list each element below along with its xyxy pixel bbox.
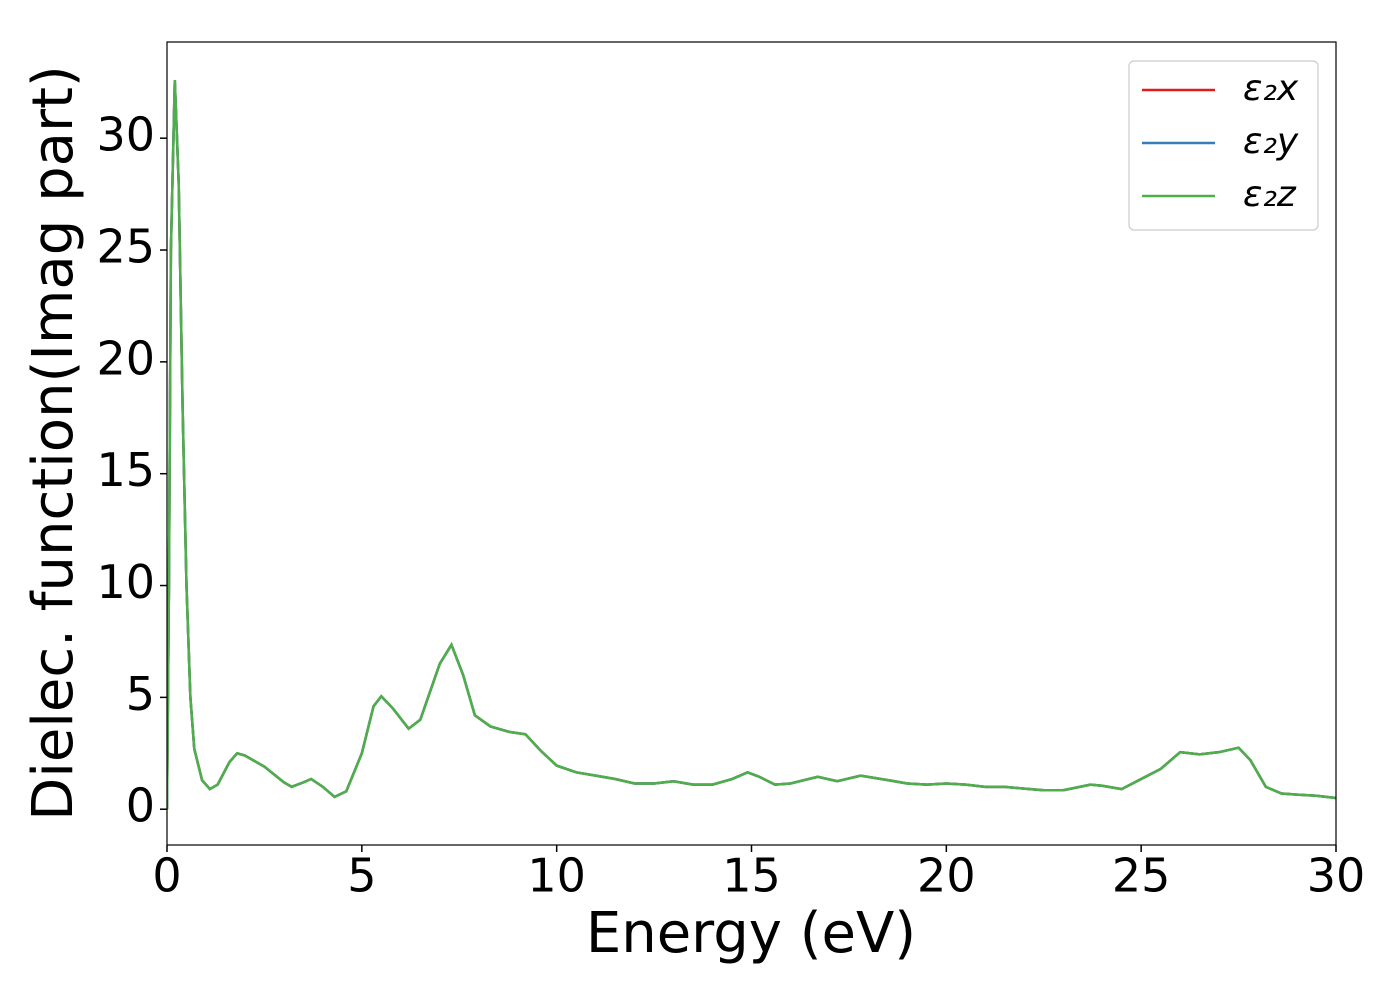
y-tick-label: 5 (126, 667, 155, 721)
legend-label: ε₂x (1243, 68, 1299, 109)
x-tick-label: 0 (152, 849, 181, 903)
x-tick-label: 10 (527, 849, 586, 903)
x-tick-label: 15 (722, 849, 781, 903)
y-tick-label: 0 (126, 779, 155, 833)
x-tick-label: 25 (1112, 849, 1171, 903)
legend-box (1128, 60, 1319, 231)
data-line (167, 79, 1336, 810)
x-tick-label: 5 (347, 849, 376, 903)
y-tick-label: 25 (96, 220, 155, 274)
legend-label: ε₂z (1243, 174, 1297, 215)
legend-label: ε₂y (1243, 121, 1299, 162)
y-tick-label: 30 (96, 108, 155, 162)
x-axis-label: Energy (eV) (586, 901, 916, 966)
y-tick-label: 20 (96, 331, 155, 385)
y-axis-label: Dielec. function(Imag part) (21, 65, 86, 821)
x-tick-label: 30 (1307, 849, 1366, 903)
y-tick-label: 10 (96, 555, 155, 609)
plot-frame (166, 41, 1337, 846)
x-tick-label: 20 (917, 849, 976, 903)
y-tick-label: 15 (96, 443, 155, 497)
